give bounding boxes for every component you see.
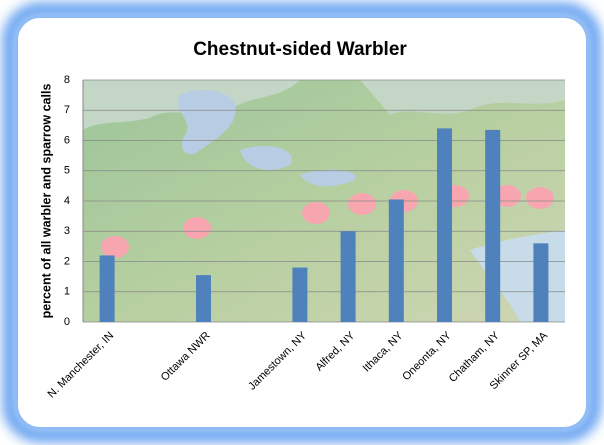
bar [388,199,404,322]
y-tick-label: 4 [64,195,70,207]
bar [196,275,211,322]
y-tick-label: 5 [64,165,70,177]
y-tick-label: 2 [64,255,70,267]
bar [533,243,549,322]
bar [340,231,356,322]
chart-title: Chestnut-sided Warbler [193,39,407,60]
y-tick-label: 8 [64,74,70,86]
bar [437,128,452,322]
y-tick-label: 1 [64,286,70,298]
bar [99,255,115,322]
y-tick-label: 3 [64,225,70,237]
bar [292,267,308,322]
bar [485,129,501,322]
y-tick-label: 0 [64,316,70,328]
y-tick-label: 6 [64,134,70,146]
y-tick-label: 7 [64,104,70,116]
y-axis-label: percent of all warbler and sparrow calls [39,84,53,319]
frame-glow [3,3,601,442]
